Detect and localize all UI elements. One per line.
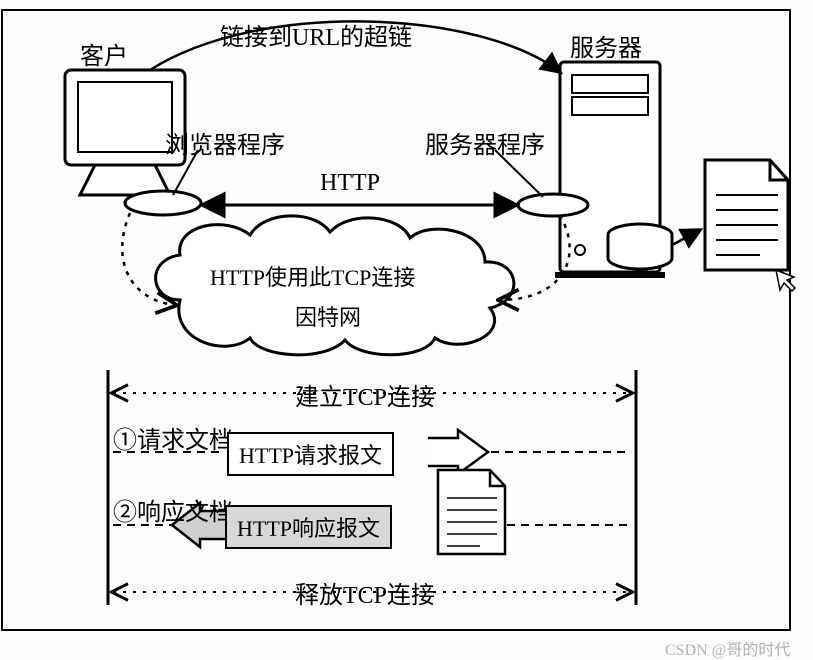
browser-program-label: 浏览器程序 <box>165 125 285 160</box>
document-icon <box>705 160 795 291</box>
response-document-icon <box>438 470 505 554</box>
response-doc-label: ②响应文档 <box>113 492 233 527</box>
watermark-text: CSDN @哥的时代 <box>665 636 790 660</box>
server-label: 服务器 <box>570 28 642 63</box>
http-response-box: HTTP响应报文 <box>225 505 392 549</box>
diagram-svg <box>0 0 813 660</box>
server-tower-icon <box>518 62 672 278</box>
cloud-line1-label: HTTP使用此TCP连接 <box>210 260 415 292</box>
release-tcp-label: 释放TCP连接 <box>295 575 435 610</box>
establish-tcp-label: 建立TCP连接 <box>295 377 435 412</box>
http-label: HTTP <box>320 170 380 197</box>
request-doc-label: ①请求文档 <box>113 420 233 455</box>
http-request-box: HTTP请求报文 <box>227 432 394 476</box>
hyperlink-label: 链接到URL的超链 <box>220 17 412 52</box>
client-label: 客户 <box>80 36 128 71</box>
cloud-line2-label: 因特网 <box>295 300 361 332</box>
server-program-label: 服务器程序 <box>425 125 545 160</box>
